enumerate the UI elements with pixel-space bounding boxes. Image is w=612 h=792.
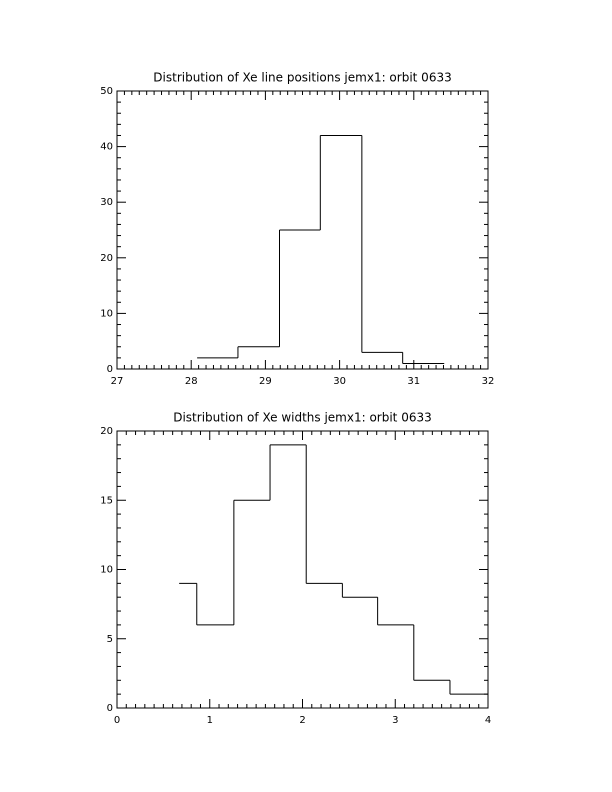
y-tick-label: 15 <box>100 495 113 506</box>
y-tick-label: 50 <box>100 86 113 97</box>
x-tick-label: 29 <box>259 376 272 387</box>
chart-title: Distribution of Xe widths jemx1: orbit 0… <box>173 411 432 425</box>
x-tick-label: 31 <box>407 376 420 387</box>
y-tick-label: 20 <box>100 426 113 437</box>
x-tick-label: 27 <box>111 376 124 387</box>
x-tick-label: 3 <box>392 715 398 726</box>
x-tick-label: 1 <box>207 715 213 726</box>
x-tick-label: 0 <box>114 715 120 726</box>
y-tick-label: 0 <box>107 364 113 375</box>
chart-title: Distribution of Xe line positions jemx1:… <box>153 71 451 85</box>
y-tick-label: 20 <box>100 253 113 264</box>
y-tick-label: 10 <box>100 565 113 576</box>
y-tick-label: 10 <box>100 308 113 319</box>
y-tick-label: 30 <box>100 197 113 208</box>
y-tick-label: 5 <box>107 634 113 645</box>
x-tick-label: 4 <box>485 715 491 726</box>
x-tick-label: 28 <box>185 376 198 387</box>
x-tick-label: 2 <box>299 715 305 726</box>
y-tick-label: 40 <box>100 142 113 153</box>
x-tick-label: 32 <box>482 376 495 387</box>
x-tick-label: 30 <box>333 376 346 387</box>
y-tick-label: 0 <box>107 703 113 714</box>
plot-frame <box>116 430 489 709</box>
